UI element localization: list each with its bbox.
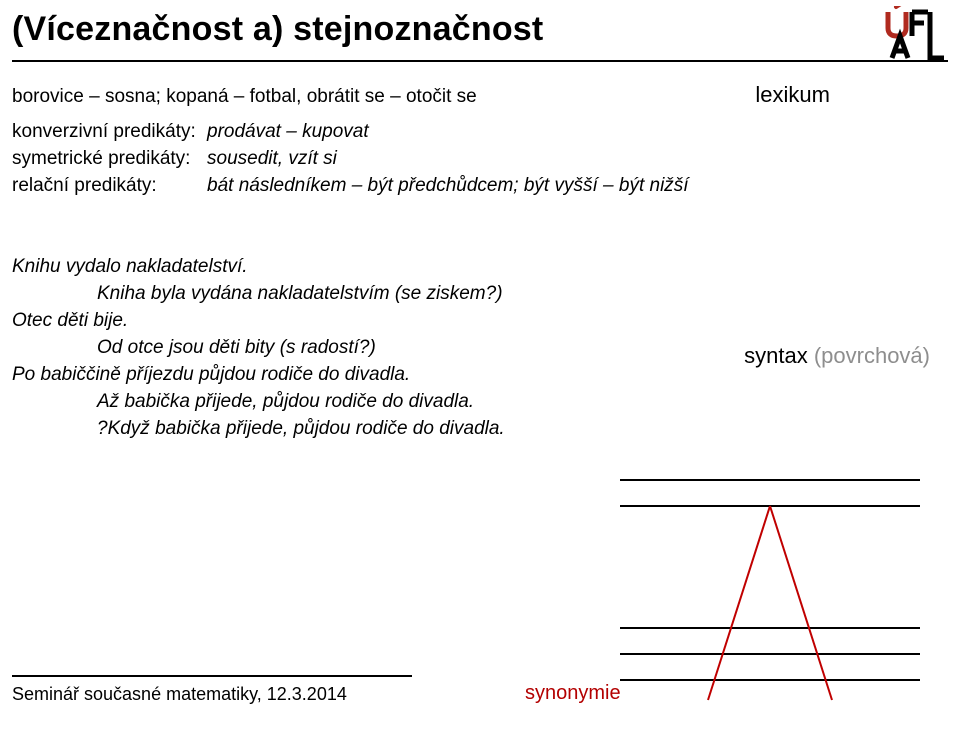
ps-label: symetrické predikáty: [12,146,207,173]
ex-line-2: Kniha byla vydána nakladatelstvím (se zi… [12,281,505,308]
title-rule [12,60,948,62]
ex-line-5: Po babiččině příjezdu půjdou rodiče do d… [12,362,505,389]
syntax-qual: (povrchová) [808,343,930,368]
ex-line-1: Knihu vydalo nakladatelství. [12,254,505,281]
pr-body: bát následníkem – být předchůdcem; být v… [207,173,689,200]
pk-label: konverzivní predikáty: [12,119,207,146]
ufal-logo [882,6,946,60]
footer-text: Seminář současné matematiky, 12.3.2014 [12,684,347,705]
ps-body: sousedit, vzít si [207,146,337,173]
ex-line-6: Až babička přijede, půjdou rodiče do div… [12,389,505,416]
lexikum-label: lexikum [755,82,830,108]
block-lexical: borovice – sosna; kopaná – fotbal, obrát… [12,84,689,200]
pr-label: relační predikáty: [12,173,207,200]
slide-title: (Víceznačnost a) stejnoznačnost [12,10,543,49]
synonymie-label: synonymie [525,682,621,705]
lexical-line-1: borovice – sosna; kopaná – fotbal, obrát… [12,84,689,111]
diagram-synonymy [620,468,920,703]
ex-line-3: Otec děti bije. [12,308,505,335]
predicates-konverzivni: konverzivní predikáty: prodávat – kupova… [12,119,689,146]
footer-rule [12,675,412,677]
syntax-label: syntax (povrchová) [744,343,930,369]
ex-line-7: ?Když babička přijede, půjdou rodiče do … [12,416,505,443]
pk-body: prodávat – kupovat [207,119,369,146]
block-examples: Knihu vydalo nakladatelství. Kniha byla … [12,254,505,443]
syntax-word: syntax [744,343,808,368]
ex-line-4: Od otce jsou děti bity (s radostí?) [12,335,505,362]
predicates-symetricke: symetrické predikáty: sousedit, vzít si [12,146,689,173]
predicates-relacni: relační predikáty: bát následníkem – být… [12,173,689,200]
